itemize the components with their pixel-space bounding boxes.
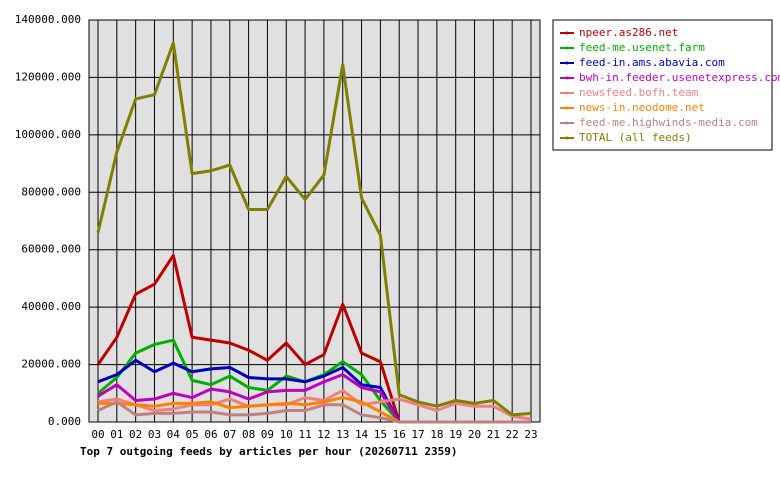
y-tick-label: 20000.000	[21, 358, 81, 371]
legend	[552, 19, 773, 151]
x-tick-label: 02	[129, 428, 142, 441]
legend-dot	[565, 106, 569, 110]
legend-label: TOTAL (all feeds)	[579, 131, 692, 144]
legend-dot	[565, 61, 569, 65]
x-tick-label: 20	[468, 428, 481, 441]
legend-dot	[565, 91, 569, 95]
y-tick-label: 60000.000	[21, 243, 81, 256]
x-tick-label: 07	[223, 428, 236, 441]
x-tick-label: 17	[411, 428, 424, 441]
legend-dot	[565, 121, 569, 125]
x-tick-label: 03	[148, 428, 161, 441]
x-tick-label: 15	[374, 428, 387, 441]
x-tick-label: 12	[317, 428, 330, 441]
legend-label: feed-me.highwinds-media.com	[579, 116, 758, 129]
legend-label: npeer.as286.net	[579, 26, 678, 39]
legend-label: bwh-in.feeder.usenetexpress.com	[579, 71, 780, 84]
legend-dot	[565, 76, 569, 80]
x-tick-label: 23	[524, 428, 537, 441]
x-tick-label: 21	[487, 428, 500, 441]
legend-label: newsfeed.bofh.team	[579, 86, 699, 99]
x-tick-label: 05	[186, 428, 199, 441]
y-tick-label: 80000.000	[21, 185, 81, 198]
legend-dot	[565, 31, 569, 35]
series-line	[97, 400, 531, 424]
series-line	[97, 388, 532, 421]
plot-area	[88, 19, 541, 423]
x-tick-label: 22	[506, 428, 519, 441]
x-tick-label: 11	[298, 428, 311, 441]
series-line	[96, 41, 532, 417]
x-tick-label: 14	[355, 428, 369, 441]
x-tick-label: 16	[393, 428, 406, 441]
y-tick-label: 0.000	[48, 415, 81, 428]
x-tick-label: 09	[261, 428, 274, 441]
chart-title: Top 7 outgoing feeds by articles per hou…	[80, 445, 458, 458]
legend-label: feed-in.ams.abavia.com	[579, 56, 725, 69]
x-tick-label: 06	[204, 428, 217, 441]
x-tick-label: 01	[110, 428, 123, 441]
x-tick-label: 18	[430, 428, 443, 441]
legend-label: feed-me.usenet.farm	[579, 41, 705, 54]
legend-label: news-in.neodome.net	[579, 101, 705, 114]
y-tick-label: 120000.000	[15, 70, 81, 83]
legend-dot	[565, 46, 569, 50]
y-tick-label: 100000.000	[15, 128, 81, 141]
x-tick-label: 04	[167, 428, 181, 441]
legend-dot	[565, 136, 569, 140]
x-tick-label: 13	[336, 428, 349, 441]
y-tick-label: 140000.000	[15, 13, 81, 26]
x-tick-label: 19	[449, 428, 462, 441]
x-tick-label: 08	[242, 428, 255, 441]
y-tick-label: 40000.000	[21, 300, 81, 313]
x-tick-label: 00	[91, 428, 104, 441]
x-tick-label: 10	[280, 428, 293, 441]
